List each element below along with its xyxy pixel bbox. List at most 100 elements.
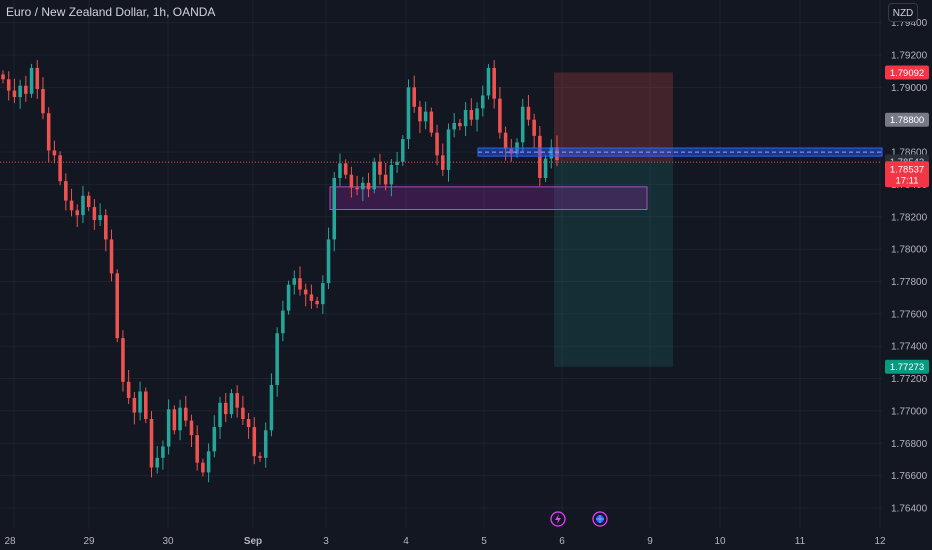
candle-body — [361, 182, 365, 190]
candle-body — [275, 333, 279, 386]
candle-body — [24, 85, 28, 94]
candle-body — [383, 174, 388, 185]
candle-body — [246, 418, 251, 428]
candle-body — [235, 393, 239, 408]
y-tick-label: 1.78200 — [891, 212, 928, 223]
y-tick-label: 1.77200 — [891, 374, 928, 385]
candle-body — [58, 155, 62, 182]
candle-body — [543, 158, 548, 178]
candle-body — [343, 163, 348, 175]
candle-body — [92, 207, 97, 221]
candle-body — [452, 122, 456, 130]
candle-body — [520, 106, 525, 143]
candle-body — [555, 147, 559, 161]
candle-body — [149, 418, 154, 468]
candle-body — [29, 67, 34, 94]
candle-body — [75, 210, 80, 216]
y-tick-label: 1.76400 — [891, 503, 928, 514]
candle-body — [298, 278, 302, 290]
candle-body — [132, 397, 137, 413]
candle-body — [166, 409, 171, 447]
candle-body — [463, 110, 468, 127]
candle-body — [86, 195, 91, 208]
candle-body — [18, 85, 22, 98]
y-tick-label: 1.77000 — [891, 406, 928, 417]
candle-body — [309, 294, 314, 301]
candle-body — [486, 67, 491, 96]
candle-body — [292, 278, 297, 285]
y-tick-label: 1.77400 — [891, 342, 928, 353]
y-tick-label: 1.77800 — [891, 277, 928, 288]
current-price-tag — [885, 161, 929, 188]
x-tick-label: 3 — [323, 536, 329, 547]
x-tick-label: 29 — [83, 536, 95, 547]
candle-body — [121, 338, 125, 382]
lightning-event-icon[interactable] — [550, 511, 566, 527]
candle-body — [423, 111, 428, 122]
bar-countdown-label: 17:11 — [895, 175, 918, 186]
y-tick-label: 1.78600 — [891, 148, 928, 159]
candle-body — [281, 310, 285, 334]
candle-body — [498, 98, 502, 133]
candle-body — [52, 150, 57, 156]
candle-body — [212, 427, 217, 452]
candle-body — [189, 420, 194, 436]
candle-body — [303, 289, 308, 295]
candle-body — [475, 108, 479, 120]
candle-body — [458, 122, 462, 127]
x-tick-label: Sep — [244, 536, 262, 547]
candle-body — [378, 161, 382, 175]
candle-body — [355, 187, 359, 190]
candle-body — [526, 106, 531, 120]
candle-body — [172, 409, 177, 431]
candle-body — [435, 132, 439, 156]
candle-body — [126, 381, 131, 398]
y-tick-label: 1.78000 — [891, 245, 928, 256]
candle-body — [401, 139, 405, 162]
candle-body — [218, 402, 222, 428]
candle-body — [115, 273, 119, 339]
x-tick-label: 10 — [714, 536, 726, 547]
candle-body — [109, 239, 114, 274]
candle-body — [349, 174, 354, 188]
price-tag — [885, 112, 929, 127]
candle-body — [549, 147, 554, 159]
candle-body — [269, 385, 274, 431]
candle-body — [412, 87, 416, 107]
candle-body — [446, 129, 451, 170]
candle-body — [395, 161, 399, 166]
candle-body — [1, 74, 5, 80]
candle-body — [241, 407, 245, 419]
y-tick-label: 1.79200 — [891, 51, 928, 62]
candle-body — [161, 446, 165, 458]
candle-body — [286, 284, 291, 311]
symbol-title[interactable]: Euro / New Zealand Dollar, 1h, OANDA — [6, 5, 216, 19]
price-tag — [885, 65, 929, 80]
candle-body — [492, 67, 496, 99]
price-tag-label: 1.77273 — [890, 362, 924, 373]
candle-body — [35, 67, 40, 89]
price-tag-label: 1.78800 — [890, 115, 924, 126]
candle-body — [178, 407, 182, 431]
x-tick-label: 11 — [795, 536, 806, 547]
candle-body — [321, 283, 325, 305]
candle-body — [46, 113, 51, 151]
candle-body — [332, 177, 337, 240]
purple-zone — [329, 186, 648, 210]
stop-loss-zone — [554, 72, 673, 162]
x-tick-label: 4 — [403, 536, 409, 547]
currency-button[interactable]: NZD — [888, 3, 918, 22]
candle-body — [201, 462, 205, 473]
candle-body — [509, 148, 514, 154]
candle-body — [532, 119, 536, 136]
candle-body — [229, 393, 234, 415]
take-profit-zone — [554, 161, 673, 367]
x-tick-label: 12 — [874, 536, 886, 547]
candle-body — [195, 435, 199, 463]
globe-event-icon[interactable] — [592, 511, 608, 527]
candle-body — [469, 110, 474, 120]
candle-body — [206, 451, 211, 473]
